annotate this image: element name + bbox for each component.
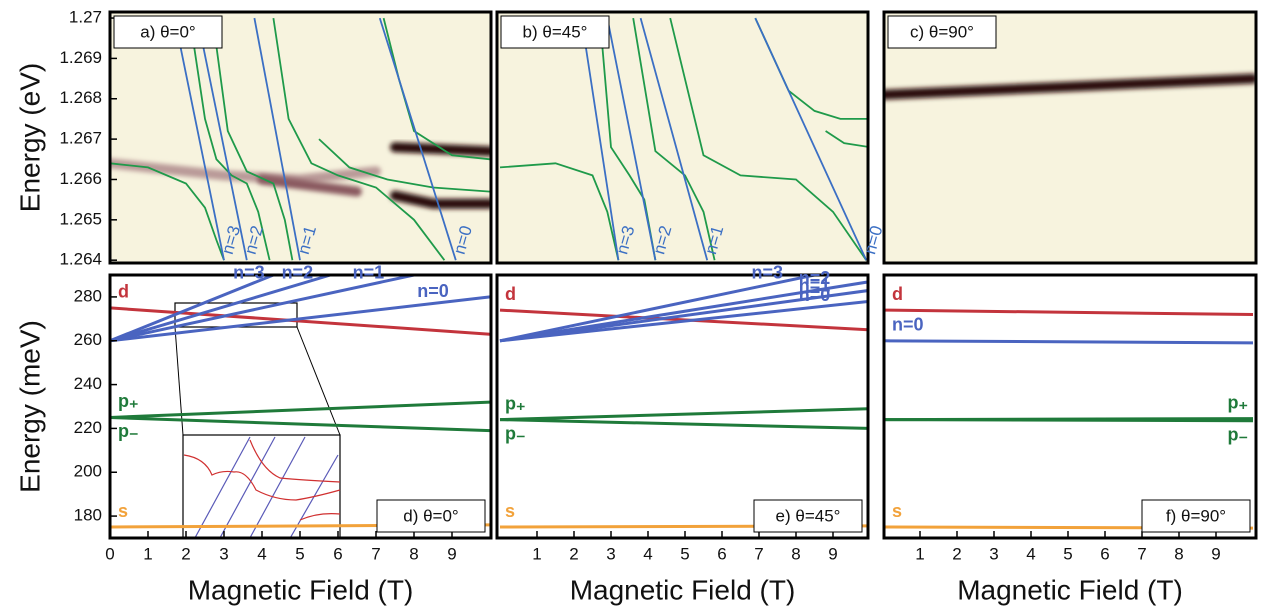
series-line xyxy=(883,420,1253,421)
x-tick-label: 7 xyxy=(371,544,380,563)
y-tick-label: 220 xyxy=(74,418,102,437)
line-label: n=1 xyxy=(353,263,385,283)
series-line xyxy=(110,275,414,341)
y-tick-label: 280 xyxy=(74,286,102,305)
x-tick-label: 3 xyxy=(219,544,228,563)
x-tick-label: 2 xyxy=(569,544,578,563)
line-label: p₊ xyxy=(505,393,526,413)
x-tick-label: 2 xyxy=(181,544,190,563)
line-label: d xyxy=(118,282,129,302)
line-label: p₊ xyxy=(118,391,139,411)
x-tick-label: 8 xyxy=(1174,544,1183,563)
line-label: n=3 xyxy=(752,263,784,283)
panel-title: a) θ=0° xyxy=(140,22,195,41)
line-label: s xyxy=(118,501,128,521)
plot-area xyxy=(883,310,1253,528)
series-line xyxy=(883,310,1253,314)
panel-title-box: d) θ=0° xyxy=(377,500,485,532)
panel-title: f) θ=90° xyxy=(1166,506,1226,525)
inset-frame xyxy=(183,435,340,547)
x-tick-label: 9 xyxy=(1211,544,1220,563)
panel-title: c) θ=90° xyxy=(910,22,974,41)
y-tick-label: 200 xyxy=(74,462,102,481)
x-tick-label: 8 xyxy=(409,544,418,563)
x-axis-label: Magnetic Field (T) xyxy=(188,574,414,605)
series-line xyxy=(500,420,870,429)
y-tick-label: 1.268 xyxy=(59,88,102,107)
plot-area xyxy=(497,12,870,263)
panel-title-box: f) θ=90° xyxy=(1142,500,1250,532)
x-tick-label: 5 xyxy=(295,544,304,563)
line-label: d xyxy=(505,284,516,304)
panel-title-box: a) θ=0° xyxy=(114,16,222,48)
x-tick-label: 3 xyxy=(989,544,998,563)
panel-title-box: e) θ=45° xyxy=(754,500,862,532)
y-axis-label: Energy (meV) xyxy=(14,320,45,493)
x-tick-label: 4 xyxy=(257,544,266,563)
series-line xyxy=(883,341,1253,343)
line-label: s xyxy=(892,501,902,521)
plot-area xyxy=(883,12,1256,263)
y-tick-label: 1.266 xyxy=(59,169,102,188)
x-tick-label: 6 xyxy=(1100,544,1109,563)
zoom-connector xyxy=(297,327,340,435)
line-label: p₋ xyxy=(118,421,139,441)
series-line xyxy=(110,402,490,417)
x-tick-label: 1 xyxy=(143,544,152,563)
x-tick-label: 5 xyxy=(680,544,689,563)
panel-title: b) θ=45° xyxy=(523,22,588,41)
x-tick-label: 8 xyxy=(791,544,800,563)
line-label: s xyxy=(505,501,515,521)
y-tick-label: 260 xyxy=(74,330,102,349)
x-tick-label: 5 xyxy=(1063,544,1072,563)
x-tick-label: 2 xyxy=(952,544,961,563)
heatmap-background xyxy=(497,12,868,263)
panel-title: e) θ=45° xyxy=(776,506,841,525)
x-tick-label: 1 xyxy=(532,544,541,563)
y-tick-label: 180 xyxy=(74,506,102,525)
y-tick-label: 240 xyxy=(74,374,102,393)
x-tick-label: 9 xyxy=(447,544,456,563)
heatmap-background xyxy=(884,12,1256,263)
x-axis-label: Magnetic Field (T) xyxy=(570,574,796,605)
x-axis-label: Magnetic Field (T) xyxy=(957,574,1183,605)
y-tick-label: 1.267 xyxy=(59,129,102,148)
series-line xyxy=(500,409,870,420)
y-tick-label: 1.27 xyxy=(69,8,102,27)
x-tick-label: 7 xyxy=(754,544,763,563)
y-tick-label: 1.265 xyxy=(59,209,102,228)
line-label: p₋ xyxy=(1228,424,1249,444)
x-tick-label: 1 xyxy=(915,544,924,563)
x-tick-label: 4 xyxy=(1026,544,1035,563)
series-line xyxy=(500,275,815,341)
y-tick-label: 1.269 xyxy=(59,48,102,67)
series-line xyxy=(500,301,870,341)
line-label: d xyxy=(892,284,903,304)
x-tick-label: 7 xyxy=(1137,544,1146,563)
plot-area xyxy=(500,275,870,527)
line-label: n=2 xyxy=(282,263,314,283)
line-label: p₊ xyxy=(1228,392,1249,412)
line-label: n=0 xyxy=(417,281,449,301)
x-tick-label: 6 xyxy=(333,544,342,563)
x-tick-label: 6 xyxy=(717,544,726,563)
panel-title-box: c) θ=90° xyxy=(888,16,996,48)
y-axis-label: Energy (eV) xyxy=(14,63,45,212)
y-tick-label: 1.264 xyxy=(59,250,102,269)
x-tick-label: 3 xyxy=(606,544,615,563)
x-tick-label: 9 xyxy=(828,544,837,563)
series-line xyxy=(110,418,490,431)
panel-title-box: b) θ=45° xyxy=(501,16,609,48)
panel-title: d) θ=0° xyxy=(403,506,458,525)
x-tick-label: 4 xyxy=(643,544,652,563)
line-label: n=3 xyxy=(233,263,265,283)
line-label: n=0 xyxy=(799,285,831,305)
figure: 1.264 1.265 1.266 1.267 1.268 1.269 1.27 n=3 n=2… xyxy=(0,0,1261,611)
series-line xyxy=(110,308,490,334)
line-label: n=0 xyxy=(892,315,924,335)
x-tick-label: 0 xyxy=(105,544,114,563)
line-label: p₋ xyxy=(505,423,526,443)
